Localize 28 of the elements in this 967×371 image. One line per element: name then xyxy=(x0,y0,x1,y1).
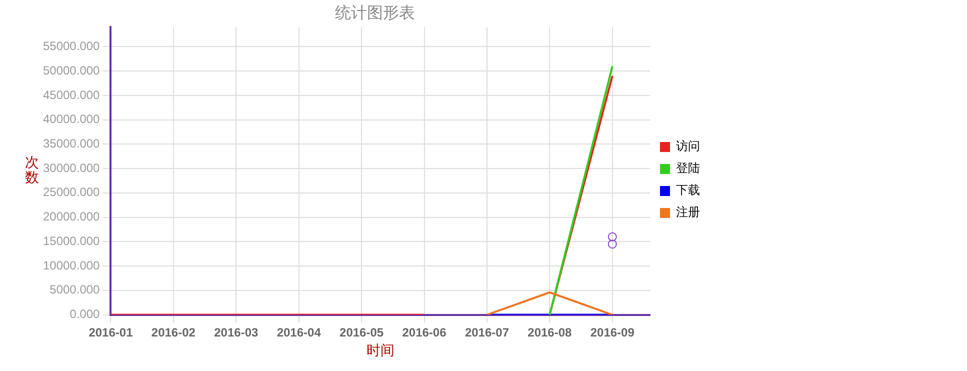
y-tick-label: 20000.000 xyxy=(42,210,100,224)
x-tick-label: 2016-05 xyxy=(340,325,384,340)
y-tick-label: 50000.000 xyxy=(42,63,100,78)
x-tick-label: 2016-08 xyxy=(528,325,572,340)
legend-label: 下载 xyxy=(676,183,700,198)
y-tick-label: 0.000 xyxy=(70,307,100,322)
y-tick-label: 10000.000 xyxy=(42,258,100,272)
y-tick-label: 30000.000 xyxy=(42,160,100,175)
y-axis-title: 次数 xyxy=(25,155,39,186)
legend-label: 访问 xyxy=(676,139,700,154)
x-tick-label: 2016-09 xyxy=(590,325,635,340)
y-tick-label: 5000.000 xyxy=(50,282,100,297)
y-tick-label: 25000.000 xyxy=(42,185,100,200)
x-tick-label: 2016-07 xyxy=(464,325,510,340)
x-tick-label: 2016-04 xyxy=(276,325,322,340)
y-tick-label: 40000.000 xyxy=(42,112,100,126)
legend-label: 登陆 xyxy=(676,161,700,176)
x-tick-label: 2016-03 xyxy=(214,325,258,340)
y-tick-label: 45000.000 xyxy=(42,88,100,102)
x-axis-title: 时间 xyxy=(366,343,394,360)
x-tick-label: 2016-01 xyxy=(88,325,134,340)
y-tick-label: 15000.000 xyxy=(42,234,100,248)
chart-title: 统计图形表 xyxy=(335,2,415,22)
x-tick-label: 2016-06 xyxy=(402,325,447,340)
legend-label: 注册 xyxy=(676,205,700,220)
x-tick-label: 2016-02 xyxy=(151,325,196,340)
y-tick-label: 55000.000 xyxy=(42,39,100,54)
y-tick-label: 35000.000 xyxy=(42,136,100,150)
